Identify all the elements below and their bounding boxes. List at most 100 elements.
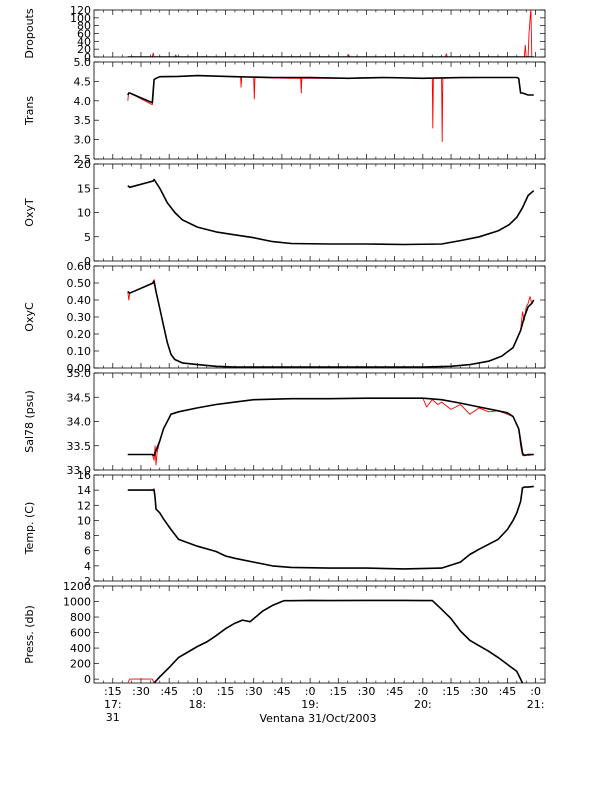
y-tick-label: 60 <box>77 28 91 41</box>
x-tick-label-day: 31 <box>106 711 120 724</box>
y-tick-label: 15 <box>77 182 91 195</box>
y-axis-title: Sal78 (psu) <box>23 390 36 453</box>
panel-7: 0 200 400 600 800 1000 1200 Press. (db) <box>23 580 546 686</box>
y-tick-label: 4.0 <box>74 95 92 108</box>
y-tick-label: 1200 <box>63 580 91 593</box>
y-tick-label: 6 <box>84 545 91 558</box>
panel-frame <box>93 163 546 262</box>
y-axis-title: Temp. (C) <box>23 502 36 556</box>
x-tick-label: :15 <box>217 685 235 698</box>
x-tick-label-hour: 18: <box>189 698 207 711</box>
y-tick-label: 16 <box>77 469 91 482</box>
series-line-filtered <box>127 397 534 457</box>
y-tick-label: 0 <box>84 255 91 268</box>
x-tick-label: :30 <box>245 685 263 698</box>
series-line-raw <box>127 485 534 570</box>
chart-panels: 020406080100120Dropouts2.53.03.54.04.55.… <box>23 4 546 686</box>
shared-x-axis: :1517:31:30:45:018::15:30:45:019::15:30:… <box>104 685 545 724</box>
x-tick-label: :45 <box>273 685 291 698</box>
panel-frame <box>93 474 546 582</box>
y-axis-title: Trans <box>23 96 36 126</box>
series-line-filtered <box>153 599 524 683</box>
series-line-raw <box>127 75 534 142</box>
x-tick-label: :45 <box>386 685 404 698</box>
y-axis-title: Press. (db) <box>23 605 36 664</box>
y-tick-label: 200 <box>70 658 91 671</box>
series-line-raw <box>127 397 534 466</box>
x-tick-label: :30 <box>470 685 488 698</box>
y-tick-label: 0.10 <box>67 345 92 358</box>
y-tick-label: 2 <box>84 575 91 588</box>
y-tick-label: 800 <box>70 611 91 624</box>
y-tick-label: 20 <box>77 43 91 56</box>
y-tick-label: 10 <box>77 207 91 220</box>
x-tick-label: :45 <box>160 685 178 698</box>
x-tick-label-hour: 17: <box>104 698 122 711</box>
y-tick-label: 12 <box>77 499 91 512</box>
series-line-filtered <box>127 485 534 570</box>
x-tick-label: :0 <box>192 685 203 698</box>
x-tick-label-hour: 20: <box>414 698 432 711</box>
panel-4: 0.00 0.10 0.20 0.30 0.40 0.50 0.60 OxyC <box>23 260 546 375</box>
y-tick-label: 4 <box>84 560 91 573</box>
y-tick-label: 3.0 <box>74 134 92 147</box>
y-tick-label: 400 <box>70 642 91 655</box>
x-tick-label: :30 <box>358 685 376 698</box>
x-tick-label: :15 <box>329 685 347 698</box>
series-line-filtered <box>127 178 535 246</box>
series-line-raw <box>127 179 534 245</box>
y-tick-label: 34.0 <box>67 416 92 429</box>
series-line-filtered <box>127 280 535 368</box>
x-tick-label: :0 <box>305 685 316 698</box>
y-tick-label: 40 <box>77 35 91 48</box>
y-tick-label: 2.5 <box>74 153 92 166</box>
x-tick-label-hour: 19: <box>301 698 319 711</box>
panel-5: 33.0 33.5 34.0 34.5 35.0 Sal78 (psu) <box>23 367 546 477</box>
y-tick-label: 0.50 <box>67 277 92 290</box>
y-tick-label: 33.5 <box>67 440 92 453</box>
y-tick-label: 0 <box>84 673 91 686</box>
series-line-raw <box>127 678 155 683</box>
y-tick-label: 120 <box>70 4 91 17</box>
panel-frame <box>93 372 546 471</box>
series-line-raw <box>127 10 534 57</box>
y-tick-label: 100 <box>70 12 91 25</box>
panel-3: 0 5 10 15 20 OxyT <box>23 158 546 268</box>
y-tick-label: 33.0 <box>67 464 92 477</box>
y-tick-label: 5.0 <box>74 56 92 69</box>
y-tick-label: 10 <box>77 514 91 527</box>
x-axis-title: Ventana 31/Oct/2003 <box>259 712 376 725</box>
x-tick-label: :45 <box>499 685 517 698</box>
y-tick-label: 14 <box>77 484 91 497</box>
x-tick-label: :30 <box>132 685 150 698</box>
y-axis-title: OxyT <box>23 198 36 227</box>
x-tick-label: :15 <box>442 685 460 698</box>
y-tick-label: 20 <box>77 158 91 171</box>
y-tick-label: 0.20 <box>67 328 92 341</box>
x-tick-label: :15 <box>104 685 122 698</box>
y-tick-label: 80 <box>77 20 91 33</box>
panel-6: 2 4 6 8 10 12 14 16 Temp. (C) <box>23 469 546 588</box>
y-tick-label: 600 <box>70 627 91 640</box>
y-tick-label: 0.30 <box>67 311 92 324</box>
y-axis-title: Dropouts <box>23 8 36 58</box>
y-tick-label: 0 <box>84 51 91 64</box>
y-tick-label: 0.00 <box>67 362 92 375</box>
series-line-raw <box>127 279 535 368</box>
y-tick-label: 1000 <box>63 596 91 609</box>
series-line-filtered <box>127 74 534 104</box>
y-tick-label: 34.5 <box>67 391 92 404</box>
y-tick-label: 35.0 <box>67 367 92 380</box>
x-tick-label-hour: 21: <box>527 698 545 711</box>
y-tick-label: 3.5 <box>74 114 92 127</box>
x-tick-label: :0 <box>417 685 428 698</box>
y-axis-title: OxyC <box>23 302 36 332</box>
y-tick-label: 0.60 <box>67 260 92 273</box>
panel-frame <box>93 9 546 58</box>
panel-2: 2.5 3.0 3.5 4.0 4.5 5.0 Trans <box>23 56 546 166</box>
y-tick-label: 8 <box>84 530 91 543</box>
y-tick-label: 0.40 <box>67 294 92 307</box>
y-tick-label: 5 <box>84 231 91 244</box>
x-tick-label: :0 <box>530 685 541 698</box>
